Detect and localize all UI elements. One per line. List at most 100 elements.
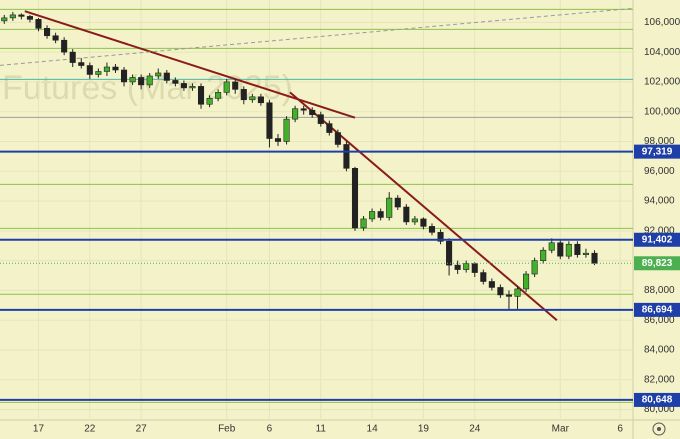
candle-body bbox=[505, 294, 513, 297]
candle-body bbox=[540, 249, 547, 261]
candle-body bbox=[557, 242, 564, 257]
candle-body bbox=[266, 102, 273, 139]
candle-body bbox=[146, 75, 153, 86]
x-tick-label: 6 bbox=[267, 424, 273, 435]
candle-body bbox=[18, 14, 25, 17]
candle-body bbox=[369, 211, 376, 220]
x-tick-label: 24 bbox=[469, 424, 481, 435]
level-label: 80,648 bbox=[642, 395, 673, 406]
level-label-box bbox=[634, 302, 680, 317]
level-label-box bbox=[634, 232, 680, 247]
candle-body bbox=[523, 273, 530, 290]
y-tick-label: 104,000 bbox=[644, 47, 680, 58]
candle-body bbox=[189, 86, 196, 89]
candle-body bbox=[1, 17, 8, 22]
x-tick-label: Feb bbox=[218, 424, 236, 435]
candle-body bbox=[69, 51, 76, 63]
plot-background bbox=[0, 0, 633, 420]
candle-body bbox=[163, 72, 170, 81]
candle-body bbox=[582, 252, 589, 255]
candle-body bbox=[215, 92, 222, 99]
y-tick-label: 102,000 bbox=[644, 77, 680, 88]
time-axis bbox=[0, 420, 633, 439]
candle-body bbox=[86, 65, 93, 75]
trend-line bbox=[0, 7, 634, 66]
candle-body bbox=[52, 35, 59, 41]
candle-body bbox=[386, 197, 393, 218]
x-tick-label: 19 bbox=[418, 424, 430, 435]
y-tick-label: 88,000 bbox=[644, 285, 675, 296]
candle-body bbox=[463, 263, 470, 270]
candle-body bbox=[257, 96, 264, 104]
level-label-box bbox=[634, 144, 680, 159]
candle-body bbox=[35, 19, 42, 29]
candle-body bbox=[129, 77, 136, 83]
candle-body bbox=[232, 81, 239, 90]
x-tick-label: Mar bbox=[552, 424, 570, 435]
y-tick-label: 100,000 bbox=[644, 106, 680, 117]
candle-body bbox=[240, 89, 247, 101]
last-price-label: 89,823 bbox=[642, 258, 673, 269]
candle-body bbox=[103, 66, 110, 72]
candle-body bbox=[78, 62, 85, 66]
y-tick-label: 94,000 bbox=[644, 196, 675, 207]
candle-body bbox=[249, 96, 256, 101]
candle-body bbox=[44, 27, 51, 37]
x-tick-label: 22 bbox=[84, 424, 96, 435]
level-label: 91,402 bbox=[642, 234, 673, 245]
candle-body bbox=[403, 206, 410, 223]
candle-body bbox=[411, 218, 418, 223]
candle-body bbox=[9, 14, 16, 19]
level-label-box bbox=[634, 392, 680, 407]
y-tick-label: 80,000 bbox=[644, 404, 675, 415]
candle-body bbox=[326, 123, 333, 133]
candle-body bbox=[334, 132, 341, 145]
candle-body bbox=[197, 86, 205, 105]
candle-body bbox=[497, 287, 504, 296]
y-tick-label: 92,000 bbox=[644, 225, 675, 236]
y-tick-label: 86,000 bbox=[644, 315, 675, 326]
candle-body bbox=[283, 118, 290, 142]
price-axis bbox=[633, 0, 680, 439]
candle-body bbox=[309, 109, 316, 115]
watermark: Futures (Mar 2025) bbox=[2, 69, 293, 107]
candle-body bbox=[292, 108, 299, 120]
candle-body bbox=[574, 243, 581, 255]
candle-body bbox=[480, 272, 487, 282]
candle-body bbox=[206, 97, 213, 105]
y-tick-label: 98,000 bbox=[644, 136, 675, 147]
candle-body bbox=[120, 69, 128, 83]
x-tick-label: 14 bbox=[367, 424, 379, 435]
settings-icon[interactable] bbox=[652, 422, 666, 436]
candle-body bbox=[300, 108, 307, 111]
candle-body bbox=[95, 71, 102, 75]
candle-body bbox=[180, 83, 187, 89]
candle-body bbox=[394, 197, 401, 208]
candle-body bbox=[377, 211, 384, 218]
candle-body bbox=[317, 114, 324, 124]
candle-body bbox=[548, 242, 555, 251]
candle-body bbox=[428, 226, 436, 233]
x-tick-label: 17 bbox=[33, 424, 45, 435]
candle-body bbox=[446, 240, 453, 266]
candle-body bbox=[172, 80, 179, 84]
candle-body bbox=[274, 138, 282, 142]
candle-body bbox=[61, 39, 68, 53]
trend-line bbox=[289, 91, 558, 321]
candle-body bbox=[565, 243, 572, 257]
candle-body bbox=[351, 167, 359, 229]
candle-body bbox=[471, 263, 478, 273]
x-tick-label: 11 bbox=[316, 424, 327, 435]
candle-body bbox=[514, 288, 521, 297]
candle-body bbox=[155, 72, 162, 77]
level-label: 97,319 bbox=[642, 146, 673, 157]
y-tick-label: 106,000 bbox=[644, 17, 680, 28]
candle-body bbox=[223, 81, 230, 93]
y-tick-label: 82,000 bbox=[644, 374, 675, 385]
candle-body bbox=[488, 281, 495, 288]
candle-body bbox=[343, 144, 350, 169]
candle-body bbox=[138, 77, 145, 86]
x-tick-label: 27 bbox=[136, 424, 148, 435]
level-label: 86,694 bbox=[642, 305, 673, 316]
